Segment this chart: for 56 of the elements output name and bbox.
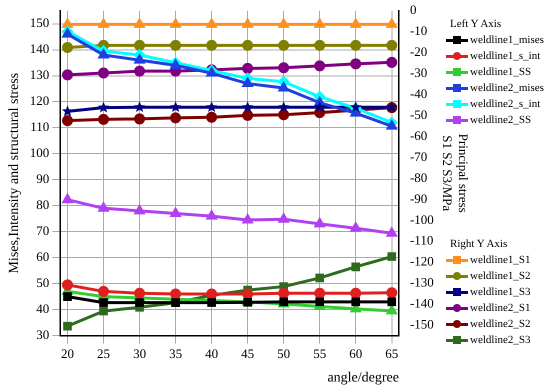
y-tick-label: 60 <box>36 249 50 264</box>
y-tick-label: 50 <box>36 275 50 290</box>
y2-tick-label: -110 <box>410 232 434 248</box>
legend-label: weldline2_s_int <box>470 97 540 112</box>
y2-axis-title: Principal stress S1 S2 S3/MPa <box>440 134 471 213</box>
legend-label: weldline2_SS <box>470 113 532 128</box>
y-tick-label: 120 <box>30 93 50 108</box>
y2-tick-label: -80 <box>410 170 428 185</box>
x-tick-label: 40 <box>205 346 218 361</box>
y-tick-label: 140 <box>30 41 50 56</box>
y-tick-label: 80 <box>36 197 50 212</box>
y2-tick-label: -130 <box>410 274 434 290</box>
text: Left Y Axis <box>450 17 502 32</box>
legend-label: weldline1_s_int <box>470 49 540 64</box>
y2-tick-label: -100 <box>410 212 434 227</box>
x-tick-label: 55 <box>313 346 326 361</box>
x-axis-title: angle/degree <box>327 370 399 386</box>
y-tick-label: 130 <box>30 67 50 82</box>
text: Right Y Axis <box>450 237 508 252</box>
y2-tick-label: -150 <box>410 316 434 332</box>
y-tick-label: 90 <box>36 171 50 186</box>
x-tick-label: 45 <box>241 346 254 361</box>
x-tick-label: 50 <box>277 346 290 361</box>
y2-tick-label: -70 <box>410 148 428 164</box>
y-tick-label: 110 <box>30 119 50 134</box>
legend-label: weldline2_S3 <box>470 333 530 348</box>
x-tick-label: 65 <box>385 346 398 361</box>
y2-tick-label: -90 <box>410 190 428 206</box>
y2-tick-label: -40 <box>410 86 428 102</box>
y2-tick-label: -140 <box>410 296 434 311</box>
legend-label: weldline1_S2 <box>470 269 530 284</box>
y2-tick-label: -30 <box>410 65 428 80</box>
legend-label: weldline1_mises <box>470 33 544 48</box>
x-tick-label: 20 <box>61 346 74 361</box>
x-tick-label: 35 <box>169 346 182 361</box>
y-tick-label: 30 <box>36 327 50 342</box>
y-axis-title: Mises,Intensity and structural stress <box>7 72 22 274</box>
legend-label: weldline2_S1 <box>470 301 530 316</box>
y2-tick-label: -20 <box>410 44 428 60</box>
y2-tick-label: -50 <box>410 106 428 122</box>
legend-label: weldline2_S2 <box>470 317 530 332</box>
y-tick-label: 40 <box>36 301 50 316</box>
x-tick-label: 60 <box>349 346 362 361</box>
legend-label: weldline2_mises <box>470 81 544 96</box>
legend-label: weldline1_S1 <box>470 253 530 268</box>
y2-tick-label: -120 <box>410 254 434 269</box>
y-tick-label: 100 <box>30 145 50 160</box>
legend-label: weldline1_S3 <box>470 285 530 300</box>
y-tick-label: 70 <box>36 223 50 238</box>
x-tick-label: 25 <box>97 346 110 361</box>
y2-tick-label: -10 <box>410 23 428 38</box>
y2-tick-label: 0 <box>410 2 416 18</box>
y2-tick-label: -60 <box>410 128 428 143</box>
legend-label: weldline1_SS <box>470 65 532 80</box>
y-tick-label: 150 <box>30 15 50 30</box>
x-tick-label: 30 <box>133 346 146 361</box>
